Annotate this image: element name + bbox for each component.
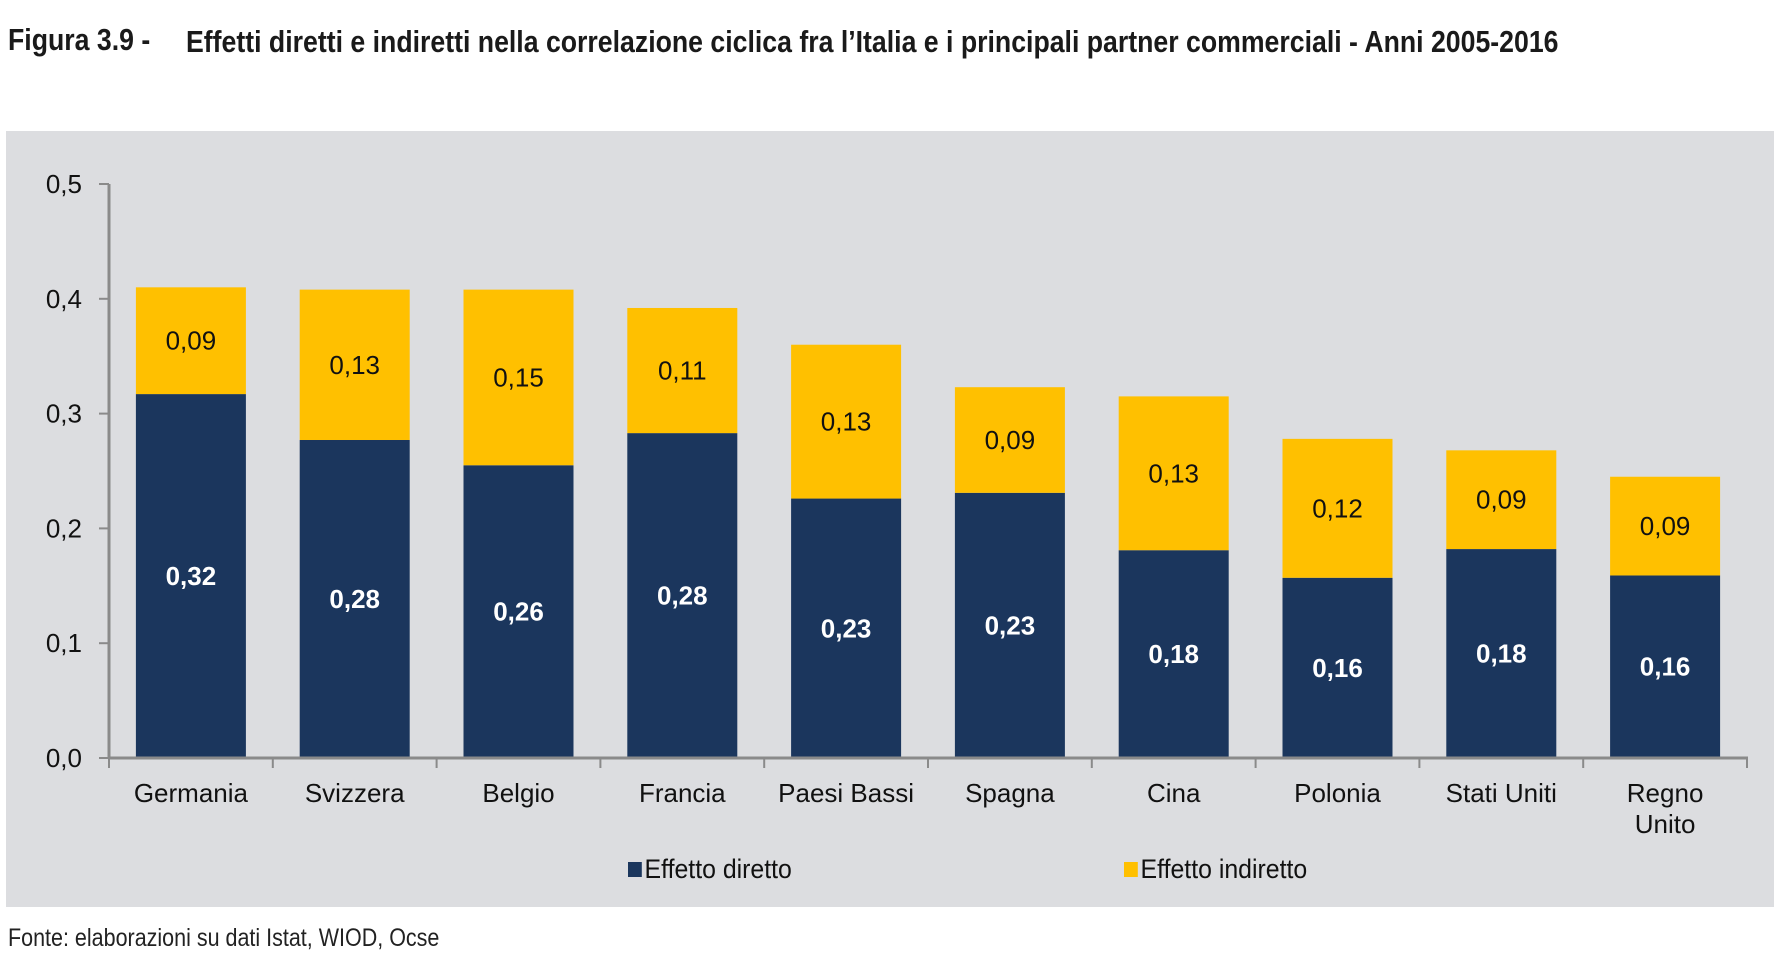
figure-label: Figura 3.9 - — [8, 22, 151, 57]
x-tick-label-4: Paesi Bassi — [778, 778, 914, 808]
bar-indirect-8 — [1446, 450, 1557, 550]
bar-indirect-7 — [1282, 438, 1393, 578]
legend-label-indirect: Effetto indiretto — [1140, 854, 1308, 884]
bar-indirect-3 — [627, 307, 738, 434]
x-tick-label-9-line-1: Unito — [1635, 809, 1696, 839]
data-label-indirect-8: 0,09 — [1476, 485, 1527, 515]
x-tick-label-3: Francia — [639, 778, 726, 808]
bar-direct-5 — [954, 492, 1065, 758]
bar-direct-1 — [299, 440, 410, 758]
bar-direct-2 — [463, 465, 574, 758]
data-label-direct-8: 0,18 — [1476, 639, 1527, 669]
data-label-indirect-4: 0,13 — [821, 407, 872, 437]
y-tick-label-0: 0,0 — [46, 743, 82, 773]
bar-direct-3 — [627, 433, 738, 758]
bar-indirect-5 — [954, 387, 1065, 493]
data-label-direct-9: 0,16 — [1640, 652, 1691, 682]
bar-indirect-6 — [1118, 396, 1229, 551]
legend-item-direct: Effetto diretto — [628, 854, 792, 885]
x-tick-label-1: Svizzera — [305, 778, 405, 808]
bar-indirect-0 — [135, 287, 246, 395]
bar-indirect-4 — [791, 344, 902, 499]
y-tick-label-4: 0,4 — [46, 284, 82, 314]
y-tick-label-5: 0,5 — [46, 169, 82, 199]
legend-item-indirect: Effetto indiretto — [1124, 854, 1307, 885]
y-tick-label-2: 0,2 — [46, 513, 82, 543]
bar-indirect-9 — [1610, 476, 1721, 576]
x-tick-label-5: Spagna — [965, 778, 1055, 808]
bar-direct-6 — [1118, 550, 1229, 758]
x-tick-label-8: Stati Uniti — [1446, 778, 1557, 808]
data-label-indirect-5: 0,09 — [985, 425, 1036, 455]
x-tick-label-6: Cina — [1147, 778, 1201, 808]
x-tick-label-0: Germania — [134, 778, 249, 808]
bar-direct-4 — [791, 498, 902, 758]
bar-direct-8 — [1446, 549, 1557, 758]
data-label-direct-0: 0,32 — [166, 561, 217, 591]
data-label-indirect-2: 0,15 — [493, 362, 544, 392]
data-label-direct-7: 0,16 — [1312, 653, 1363, 683]
bar-direct-9 — [1610, 575, 1721, 758]
data-label-indirect-0: 0,09 — [166, 326, 217, 356]
data-label-indirect-3: 0,11 — [658, 356, 707, 386]
legend-swatch-indirect — [1124, 862, 1138, 877]
data-label-direct-5: 0,23 — [985, 610, 1036, 640]
data-label-direct-1: 0,28 — [329, 584, 380, 614]
bar-direct-0 — [135, 394, 246, 758]
figure-title: Effetti diretti e indiretti nella correl… — [186, 24, 1559, 59]
data-label-indirect-7: 0,12 — [1312, 493, 1363, 523]
source-note: Fonte: elaborazioni su dati Istat, WIOD,… — [8, 924, 440, 952]
x-tick-label-7: Polonia — [1294, 778, 1381, 808]
legend-swatch-direct — [628, 862, 642, 877]
data-label-direct-4: 0,23 — [821, 613, 872, 643]
bar-indirect-1 — [299, 289, 410, 441]
data-label-indirect-1: 0,13 — [329, 350, 380, 380]
x-tick-label-9-line-0: Regno — [1627, 778, 1704, 808]
data-label-direct-2: 0,26 — [493, 597, 544, 627]
y-tick-label-1: 0,1 — [46, 628, 82, 658]
x-tick-label-2: Belgio — [482, 778, 554, 808]
data-label-direct-3: 0,28 — [657, 581, 708, 611]
data-label-direct-6: 0,18 — [1148, 639, 1199, 669]
y-tick-label-3: 0,3 — [46, 399, 82, 429]
bar-indirect-2 — [463, 289, 574, 466]
bar-direct-7 — [1282, 577, 1393, 758]
data-label-indirect-9: 0,09 — [1640, 511, 1691, 541]
legend-label-direct: Effetto diretto — [644, 854, 792, 884]
data-label-indirect-6: 0,13 — [1148, 458, 1199, 488]
